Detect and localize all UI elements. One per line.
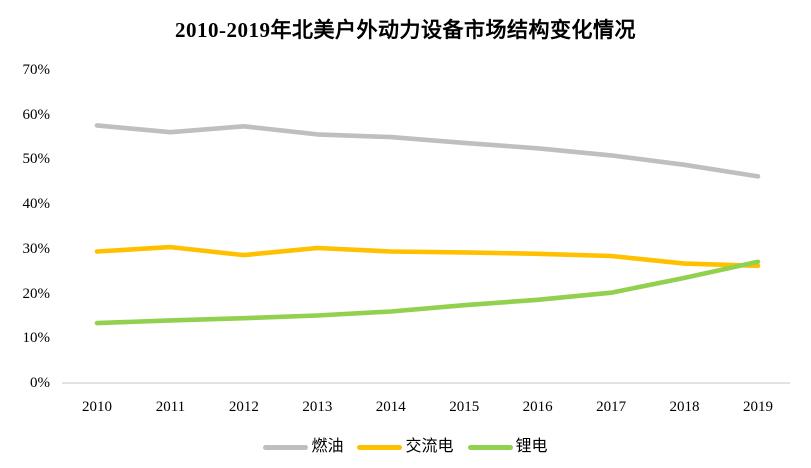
- x-tick-label: 2019: [742, 399, 773, 415]
- x-tick-label: 2010: [82, 399, 112, 415]
- x-tick-label: 2012: [228, 399, 259, 415]
- series-line-交流电: [94, 244, 761, 269]
- chart-title: 2010-2019年北美户外动力设备市场结构变化情况: [175, 18, 636, 42]
- legend-swatch-icon: [263, 444, 309, 450]
- y-tick-label: 0%: [30, 375, 50, 391]
- y-tick-label: 10%: [22, 330, 51, 347]
- y-tick-label: 30%: [22, 240, 51, 257]
- x-tick-label: 2018: [669, 399, 700, 415]
- legend-item-锂电: 锂电: [467, 437, 548, 457]
- y-tick-label: 50%: [22, 151, 51, 168]
- x-tick-label: 2015: [449, 399, 480, 415]
- y-tick-label: 70%: [22, 62, 51, 78]
- series-line-锂电: [94, 259, 761, 326]
- x-tick-label: 2017: [596, 399, 627, 415]
- legend-item-交流电: 交流电: [357, 437, 454, 457]
- y-tick-label: 60%: [22, 106, 51, 123]
- y-tick-label: 20%: [22, 285, 51, 302]
- legend-label: 交流电: [405, 438, 454, 455]
- legend-swatch-icon: [467, 444, 513, 450]
- x-tick-label: 2014: [375, 399, 406, 415]
- legend-swatch-icon: [357, 444, 403, 450]
- x-tick-label: 2011: [155, 399, 186, 415]
- legend-item-燃油: 燃油: [263, 437, 343, 457]
- x-tick-label: 2016: [522, 399, 553, 415]
- legend-label: 燃油: [311, 438, 344, 455]
- y-tick-label: 40%: [22, 196, 51, 213]
- x-tick-label: 2013: [302, 399, 333, 415]
- legend-label: 锂电: [515, 438, 548, 455]
- legend: 燃油 交流电 锂电: [0, 437, 811, 457]
- series-line-燃油: [94, 123, 761, 179]
